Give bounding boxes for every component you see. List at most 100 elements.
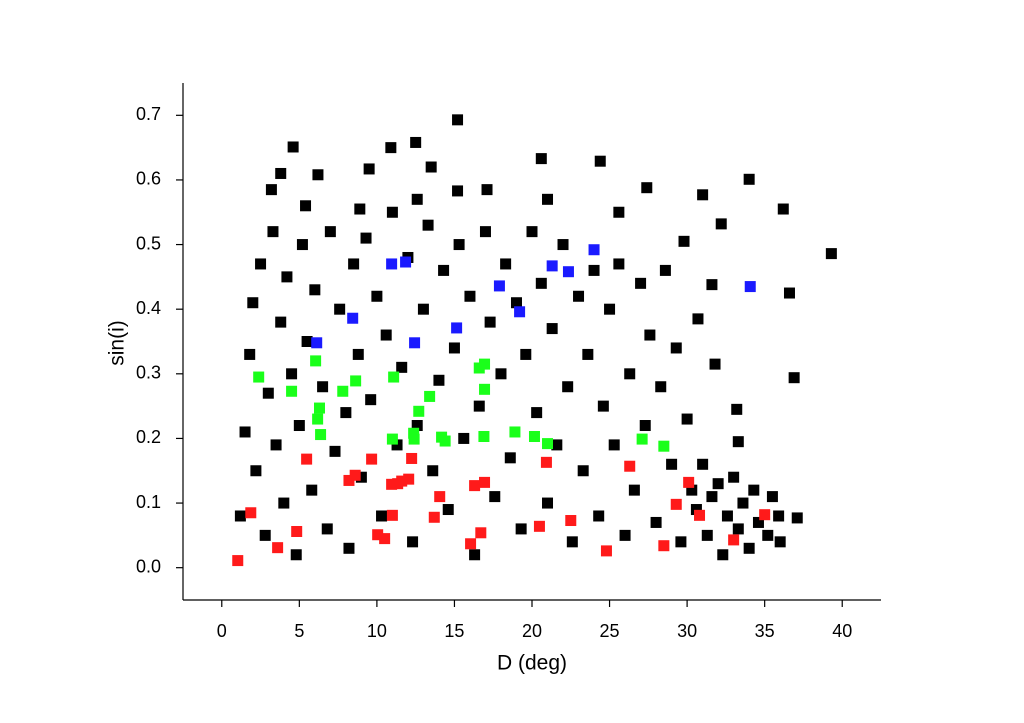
point xyxy=(650,516,662,528)
point xyxy=(588,244,600,256)
point xyxy=(670,498,682,510)
point xyxy=(275,167,287,179)
point xyxy=(385,142,397,154)
point xyxy=(262,387,274,399)
point xyxy=(465,538,477,550)
point xyxy=(386,258,398,270)
point xyxy=(728,534,740,546)
y-axis-label: sin(i) xyxy=(106,320,129,366)
point xyxy=(411,420,423,432)
y-tick-label: 0.5 xyxy=(136,233,161,253)
point xyxy=(453,239,465,251)
point xyxy=(546,260,558,272)
point xyxy=(363,163,375,175)
point xyxy=(324,226,336,238)
point xyxy=(386,509,398,521)
point xyxy=(386,433,398,445)
point xyxy=(706,491,718,503)
point xyxy=(407,536,419,548)
point xyxy=(721,510,733,522)
point xyxy=(619,529,631,541)
point xyxy=(562,381,574,393)
point xyxy=(425,161,437,173)
point xyxy=(300,200,312,212)
point xyxy=(321,523,333,535)
point xyxy=(388,371,400,383)
point xyxy=(267,226,279,238)
point xyxy=(565,515,577,527)
point xyxy=(762,529,774,541)
point xyxy=(717,549,729,561)
point xyxy=(350,375,362,387)
x-tick-label: 35 xyxy=(755,621,775,641)
point xyxy=(464,290,476,302)
point xyxy=(675,536,687,548)
y-tick-label: 0.3 xyxy=(136,363,161,383)
point xyxy=(296,239,308,251)
point xyxy=(442,504,454,516)
point xyxy=(533,520,545,532)
point xyxy=(542,438,554,450)
point xyxy=(608,439,620,451)
point xyxy=(340,407,352,419)
point xyxy=(582,348,594,360)
point xyxy=(287,141,299,153)
point xyxy=(409,337,421,349)
point xyxy=(535,277,547,289)
point xyxy=(658,540,670,552)
point xyxy=(658,440,670,452)
point xyxy=(697,189,709,201)
point xyxy=(329,445,341,457)
point xyxy=(624,460,636,472)
point xyxy=(306,484,318,496)
point xyxy=(489,491,501,503)
point xyxy=(514,306,526,318)
point xyxy=(337,385,349,397)
point xyxy=(428,511,440,523)
point xyxy=(417,303,429,315)
point xyxy=(697,458,709,470)
point xyxy=(479,226,491,238)
point xyxy=(495,368,507,380)
point xyxy=(371,290,383,302)
point xyxy=(670,342,682,354)
point xyxy=(312,413,324,425)
point xyxy=(315,429,327,441)
point xyxy=(659,264,671,276)
point xyxy=(509,426,521,438)
point xyxy=(458,432,470,444)
point xyxy=(737,497,749,509)
point xyxy=(557,239,569,251)
point xyxy=(766,491,778,503)
point xyxy=(481,184,493,196)
point xyxy=(379,533,391,545)
point xyxy=(542,497,554,509)
point xyxy=(788,372,800,384)
point xyxy=(312,169,324,181)
point xyxy=(247,297,259,309)
point xyxy=(347,312,359,324)
point xyxy=(562,266,574,278)
point xyxy=(272,542,284,554)
point xyxy=(348,258,360,270)
point xyxy=(265,184,277,196)
point xyxy=(504,452,516,464)
point xyxy=(526,226,538,238)
point xyxy=(573,290,585,302)
x-axis-label: D (deg) xyxy=(497,652,567,675)
point xyxy=(365,394,377,406)
point xyxy=(748,484,760,496)
point xyxy=(278,497,290,509)
point xyxy=(681,413,693,425)
point xyxy=(427,465,439,477)
point xyxy=(597,400,609,412)
point xyxy=(566,536,578,548)
point xyxy=(542,193,554,205)
point xyxy=(588,264,600,276)
point xyxy=(408,427,420,439)
point xyxy=(309,284,321,296)
point xyxy=(712,478,724,490)
point xyxy=(396,475,408,487)
point xyxy=(433,374,445,386)
point xyxy=(422,219,434,231)
